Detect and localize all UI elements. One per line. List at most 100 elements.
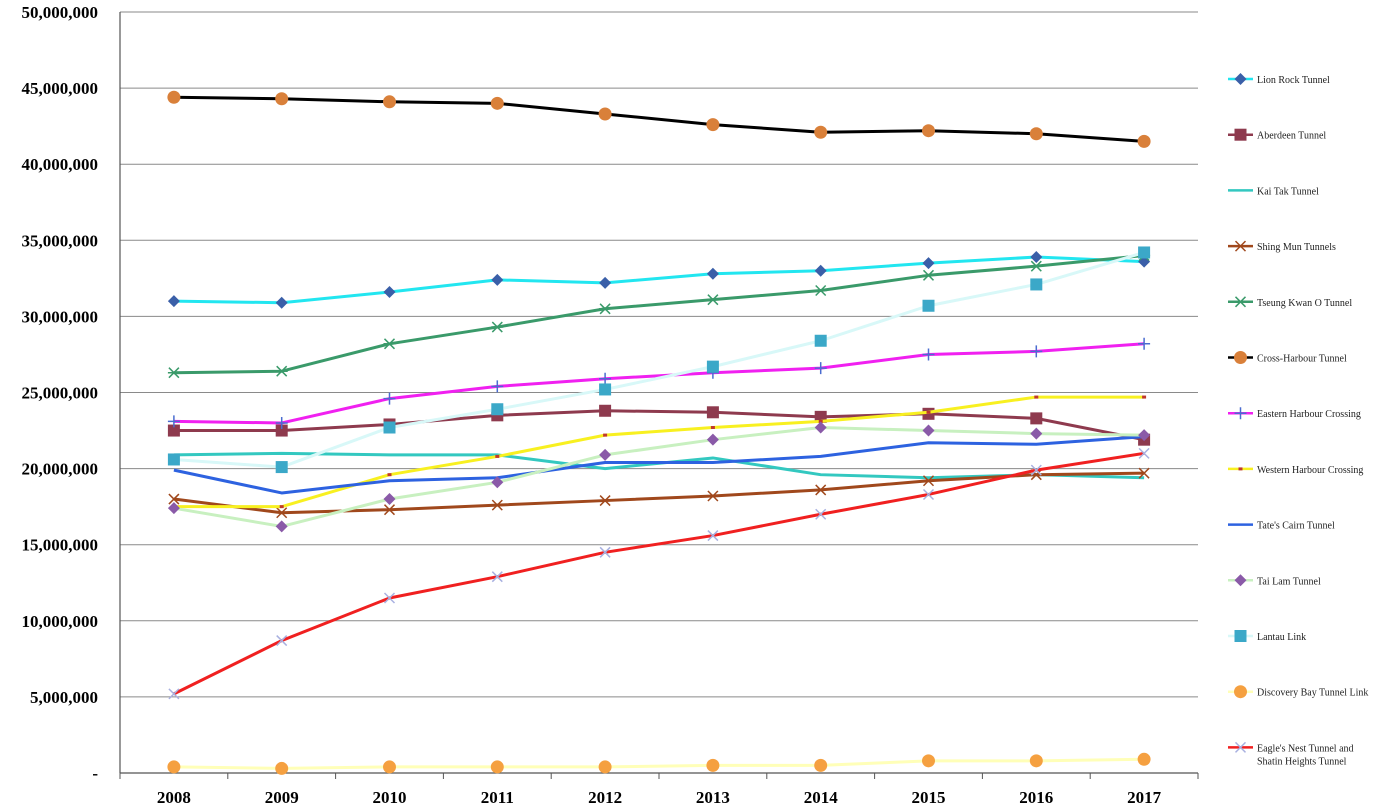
point-marker [168,493,180,505]
point-marker [491,476,504,489]
y-tick-label: 10,000,000 [22,612,99,631]
x-tick-label: 2009 [265,788,299,805]
point-marker [1030,427,1043,440]
point-marker [167,415,180,428]
legend-label: Tate's Cairn Tunnel [1257,521,1335,532]
series-5 [167,90,1151,148]
point-marker [814,125,828,139]
point-marker [275,461,288,474]
y-tick-label: 15,000,000 [22,536,99,555]
point-marker [276,507,288,519]
point-marker [707,530,719,542]
point-marker [167,367,180,379]
point-marker [275,520,288,533]
point-marker [383,286,396,299]
legend-label: Discovery Bay Tunnel Link [1257,688,1368,699]
series-line [173,435,1145,495]
point-marker [167,295,180,308]
point-marker [599,372,612,385]
point-marker [1138,447,1150,459]
legend-item: Eastern Harbour Crossing [1228,407,1361,420]
y-tick-label: 40,000,000 [22,155,99,174]
point-marker [922,424,935,437]
point-marker [1137,134,1151,148]
series-line [173,451,1145,696]
legend-label: Lion Rock Tunnel [1257,75,1330,86]
grid-lines [120,11,1198,698]
point-marker [1234,574,1247,587]
point-marker [491,380,504,393]
point-marker [1138,429,1151,442]
series-4 [167,249,1151,379]
point-marker [1138,246,1151,259]
series-11 [167,752,1151,775]
point-marker [383,760,396,774]
point-marker [706,267,719,280]
point-marker [490,96,504,110]
point-marker [922,754,935,768]
point-marker [599,495,611,507]
series-line [173,251,1145,469]
axes: - 5,000,000 10,000,000 15,000,000 20,000,000… [22,3,1199,805]
series-2 [173,451,1145,480]
point-marker [706,294,719,306]
point-marker [599,404,612,417]
point-marker [922,488,935,501]
point-marker [599,448,612,461]
series-line [173,757,1145,770]
legend-label: Tseung Kwan O Tunnel [1257,298,1352,309]
series-9 [167,421,1151,533]
x-tick-label: 2012 [588,788,622,805]
point-marker [815,484,827,496]
series-line [173,395,1145,509]
point-marker [1030,345,1043,358]
point-marker [491,571,503,583]
legend-label: Shing Mun Tunnels [1257,242,1336,253]
point-marker [599,383,612,396]
point-marker [167,453,180,466]
legend-item: Discovery Bay Tunnel Link [1228,685,1368,699]
legend-label: Cross-Harbour Tunnel [1257,354,1347,365]
point-marker [491,499,503,511]
point-marker [598,760,612,774]
point-marker [275,424,288,437]
x-tick-label: 2015 [912,788,946,805]
legend-item: Tseung Kwan O Tunnel [1228,296,1352,309]
point-marker [706,758,720,772]
point-marker [383,421,396,434]
point-marker [1029,127,1043,141]
point-marker [383,493,396,506]
point-marker [599,276,612,289]
legend-label: Aberdeen Tunnel [1257,131,1326,142]
point-marker [383,592,396,604]
legend-item: Cross-Harbour Tunnel [1228,351,1347,365]
series-line [173,255,1145,305]
point-marker [167,90,181,104]
point-marker [1138,467,1150,479]
y-tick-label: 5,000,000 [30,688,98,707]
point-marker [922,348,935,361]
point-marker [168,688,180,700]
legend-item: Aberdeen Tunnel [1228,128,1326,142]
point-marker [814,421,827,434]
point-marker [275,761,289,775]
point-marker [814,334,827,347]
point-marker [1234,741,1247,753]
point-marker [1030,251,1043,264]
point-marker [706,360,719,373]
point-marker [706,406,719,419]
point-marker [167,424,180,437]
series-3 [168,467,1150,519]
series-10 [167,246,1151,474]
y-tick-label: 30,000,000 [22,307,99,326]
point-marker [706,118,720,132]
y-tick-label: - [92,764,98,783]
x-tick-label: 2013 [696,788,730,805]
series-line [173,426,1145,528]
point-marker [275,416,288,429]
point-marker [167,760,181,774]
point-marker [167,502,180,515]
series-1 [167,404,1151,446]
point-marker [1030,260,1043,272]
point-marker [815,508,827,520]
